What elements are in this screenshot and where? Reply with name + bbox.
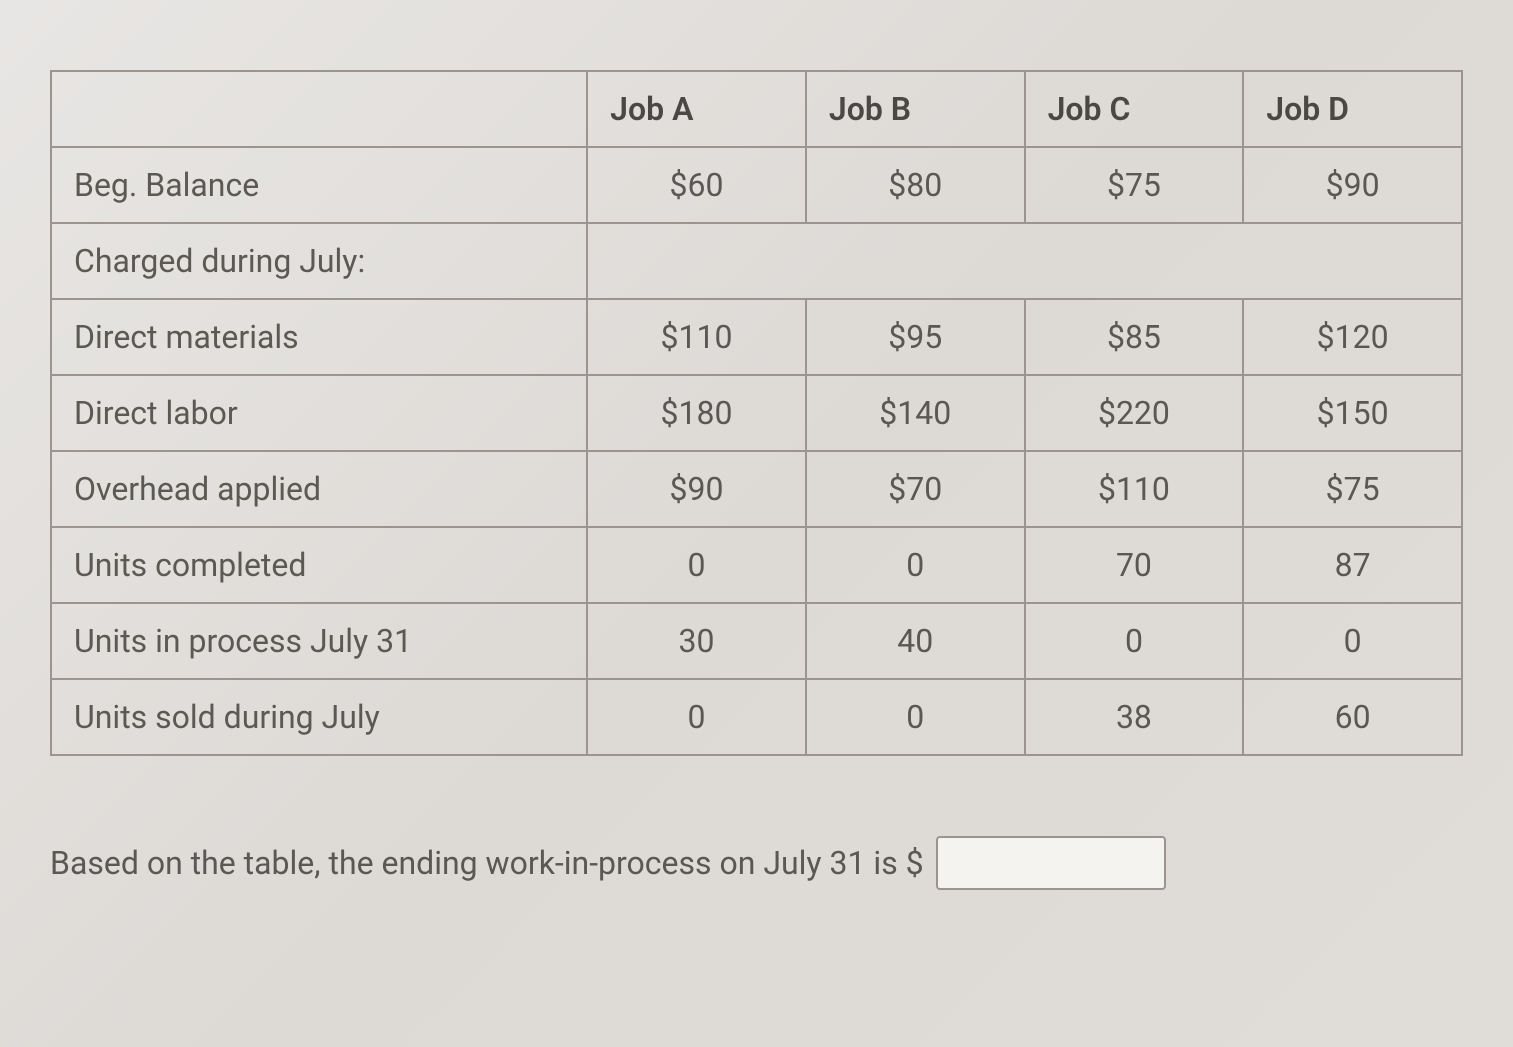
row-label: Direct materials bbox=[51, 299, 587, 375]
table-row: Units sold during July 0 0 38 60 bbox=[51, 679, 1462, 755]
cell bbox=[587, 223, 806, 299]
table-row: Units in process July 31 30 40 0 0 bbox=[51, 603, 1462, 679]
table-row: Direct materials $110 $95 $85 $120 bbox=[51, 299, 1462, 375]
cell: 87 bbox=[1243, 527, 1462, 603]
row-label: Charged during July: bbox=[51, 223, 587, 299]
table-row: Units completed 0 0 70 87 bbox=[51, 527, 1462, 603]
cell: $150 bbox=[1243, 375, 1462, 451]
row-label: Beg. Balance bbox=[51, 147, 587, 223]
cell: 0 bbox=[806, 679, 1025, 755]
cell: 0 bbox=[587, 679, 806, 755]
row-label: Units in process July 31 bbox=[51, 603, 587, 679]
answer-input[interactable] bbox=[936, 836, 1166, 890]
row-label: Units completed bbox=[51, 527, 587, 603]
cell: 0 bbox=[806, 527, 1025, 603]
question-text: Based on the table, the ending work-in-p… bbox=[50, 844, 924, 882]
job-cost-table-container: Job A Job B Job C Job D Beg. Balance $60… bbox=[50, 70, 1463, 756]
table-row: Beg. Balance $60 $80 $75 $90 bbox=[51, 147, 1462, 223]
col-header-job-b: Job B bbox=[806, 71, 1025, 147]
cell: 40 bbox=[806, 603, 1025, 679]
cell: $70 bbox=[806, 451, 1025, 527]
cell: $140 bbox=[806, 375, 1025, 451]
cell: 0 bbox=[1025, 603, 1244, 679]
cell: $110 bbox=[1025, 451, 1244, 527]
cell: $180 bbox=[587, 375, 806, 451]
cell: $90 bbox=[587, 451, 806, 527]
cell: 0 bbox=[587, 527, 806, 603]
cell bbox=[1243, 223, 1462, 299]
job-cost-table: Job A Job B Job C Job D Beg. Balance $60… bbox=[50, 70, 1463, 756]
cell bbox=[806, 223, 1025, 299]
header-empty bbox=[51, 71, 587, 147]
table-header-row: Job A Job B Job C Job D bbox=[51, 71, 1462, 147]
table-row-section: Charged during July: bbox=[51, 223, 1462, 299]
cell bbox=[1025, 223, 1244, 299]
cell: $75 bbox=[1243, 451, 1462, 527]
cell: $85 bbox=[1025, 299, 1244, 375]
table-row: Direct labor $180 $140 $220 $150 bbox=[51, 375, 1462, 451]
cell: 38 bbox=[1025, 679, 1244, 755]
col-header-job-d: Job D bbox=[1243, 71, 1462, 147]
cell: $120 bbox=[1243, 299, 1462, 375]
cell: 0 bbox=[1243, 603, 1462, 679]
cell: $80 bbox=[806, 147, 1025, 223]
col-header-job-a: Job A bbox=[587, 71, 806, 147]
table-body: Beg. Balance $60 $80 $75 $90 Charged dur… bbox=[51, 147, 1462, 755]
row-label: Units sold during July bbox=[51, 679, 587, 755]
col-header-job-c: Job C bbox=[1025, 71, 1244, 147]
cell: $75 bbox=[1025, 147, 1244, 223]
cell: $95 bbox=[806, 299, 1025, 375]
cell: $90 bbox=[1243, 147, 1462, 223]
cell: $220 bbox=[1025, 375, 1244, 451]
cell: 30 bbox=[587, 603, 806, 679]
cell: $60 bbox=[587, 147, 806, 223]
question-row: Based on the table, the ending work-in-p… bbox=[50, 836, 1463, 890]
cell: 60 bbox=[1243, 679, 1462, 755]
table-row: Overhead applied $90 $70 $110 $75 bbox=[51, 451, 1462, 527]
cell: 70 bbox=[1025, 527, 1244, 603]
cell: $110 bbox=[587, 299, 806, 375]
row-label: Direct labor bbox=[51, 375, 587, 451]
row-label: Overhead applied bbox=[51, 451, 587, 527]
